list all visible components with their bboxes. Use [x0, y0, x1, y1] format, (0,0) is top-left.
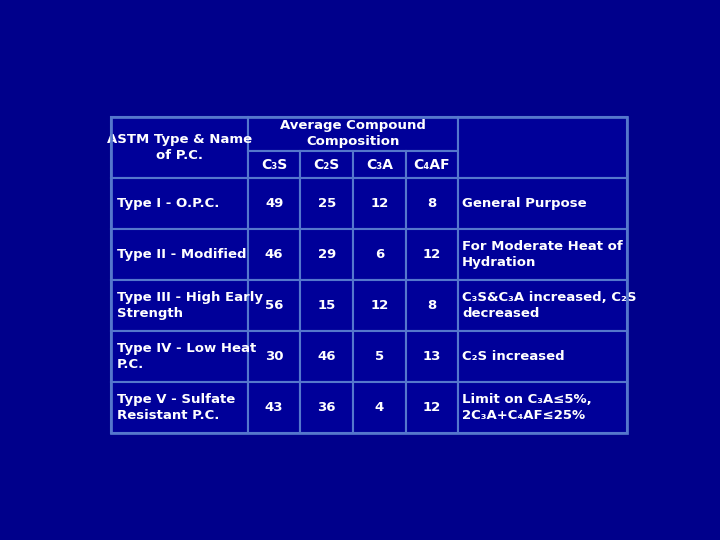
- Text: C₂S increased: C₂S increased: [462, 350, 564, 363]
- Text: 30: 30: [265, 350, 284, 363]
- Text: 4: 4: [374, 401, 384, 414]
- Bar: [300, 151, 353, 178]
- Bar: [405, 280, 458, 331]
- Bar: [353, 230, 405, 280]
- Text: 13: 13: [423, 350, 441, 363]
- Bar: [248, 178, 300, 230]
- Bar: [248, 151, 300, 178]
- Bar: [458, 280, 627, 331]
- Bar: [248, 117, 458, 151]
- Text: C₄AF: C₄AF: [413, 158, 450, 172]
- Text: 25: 25: [318, 197, 336, 211]
- Text: Type V - Sulfate
Resistant P.C.: Type V - Sulfate Resistant P.C.: [117, 393, 235, 422]
- Text: 49: 49: [265, 197, 283, 211]
- Text: Type II - Modified: Type II - Modified: [117, 248, 246, 261]
- Bar: [458, 382, 627, 433]
- Text: 12: 12: [370, 197, 388, 211]
- Bar: [248, 331, 300, 382]
- Bar: [248, 382, 300, 433]
- Text: 12: 12: [423, 248, 441, 261]
- Bar: [111, 178, 248, 230]
- Bar: [111, 117, 627, 433]
- Text: C₃A: C₃A: [366, 158, 393, 172]
- Bar: [111, 331, 248, 382]
- Text: 36: 36: [318, 401, 336, 414]
- Bar: [353, 178, 405, 230]
- Text: 46: 46: [318, 350, 336, 363]
- Text: For Moderate Heat of
Hydration: For Moderate Heat of Hydration: [462, 240, 623, 269]
- Bar: [458, 331, 627, 382]
- Text: 56: 56: [265, 299, 283, 312]
- Text: 5: 5: [374, 350, 384, 363]
- Bar: [300, 382, 353, 433]
- Bar: [300, 280, 353, 331]
- Text: C₃S&C₃A increased, C₂S
decreased: C₃S&C₃A increased, C₂S decreased: [462, 291, 636, 320]
- Bar: [458, 178, 627, 230]
- Text: ASTM Type & Name
of P.C.: ASTM Type & Name of P.C.: [107, 133, 252, 162]
- Text: Type I - O.P.C.: Type I - O.P.C.: [117, 197, 219, 211]
- Text: C₂S: C₂S: [314, 158, 340, 172]
- Bar: [353, 151, 405, 178]
- Text: 46: 46: [265, 248, 284, 261]
- Bar: [353, 331, 405, 382]
- Bar: [300, 331, 353, 382]
- Text: 8: 8: [427, 299, 436, 312]
- Text: General Purpose: General Purpose: [462, 197, 587, 211]
- Bar: [111, 230, 248, 280]
- Text: Type IV - Low Heat
P.C.: Type IV - Low Heat P.C.: [117, 342, 256, 371]
- Text: 43: 43: [265, 401, 284, 414]
- Bar: [458, 117, 627, 178]
- Text: 8: 8: [427, 197, 436, 211]
- Bar: [405, 178, 458, 230]
- Bar: [405, 331, 458, 382]
- Text: Type III - High Early
Strength: Type III - High Early Strength: [117, 291, 263, 320]
- Text: 6: 6: [374, 248, 384, 261]
- Text: 12: 12: [370, 299, 388, 312]
- Bar: [405, 382, 458, 433]
- Bar: [111, 382, 248, 433]
- Bar: [300, 178, 353, 230]
- Bar: [111, 117, 248, 178]
- Bar: [248, 280, 300, 331]
- Bar: [353, 280, 405, 331]
- Bar: [458, 230, 627, 280]
- Text: Average Compound
Composition: Average Compound Composition: [280, 119, 426, 148]
- Bar: [300, 230, 353, 280]
- Bar: [111, 280, 248, 331]
- Text: 15: 15: [318, 299, 336, 312]
- Text: 12: 12: [423, 401, 441, 414]
- Text: Limit on C₃A≤5%,
2C₃A+C₄AF≤25%: Limit on C₃A≤5%, 2C₃A+C₄AF≤25%: [462, 393, 592, 422]
- Bar: [353, 382, 405, 433]
- Bar: [248, 230, 300, 280]
- Text: C₃S: C₃S: [261, 158, 287, 172]
- Bar: [405, 151, 458, 178]
- Bar: [405, 230, 458, 280]
- Text: 29: 29: [318, 248, 336, 261]
